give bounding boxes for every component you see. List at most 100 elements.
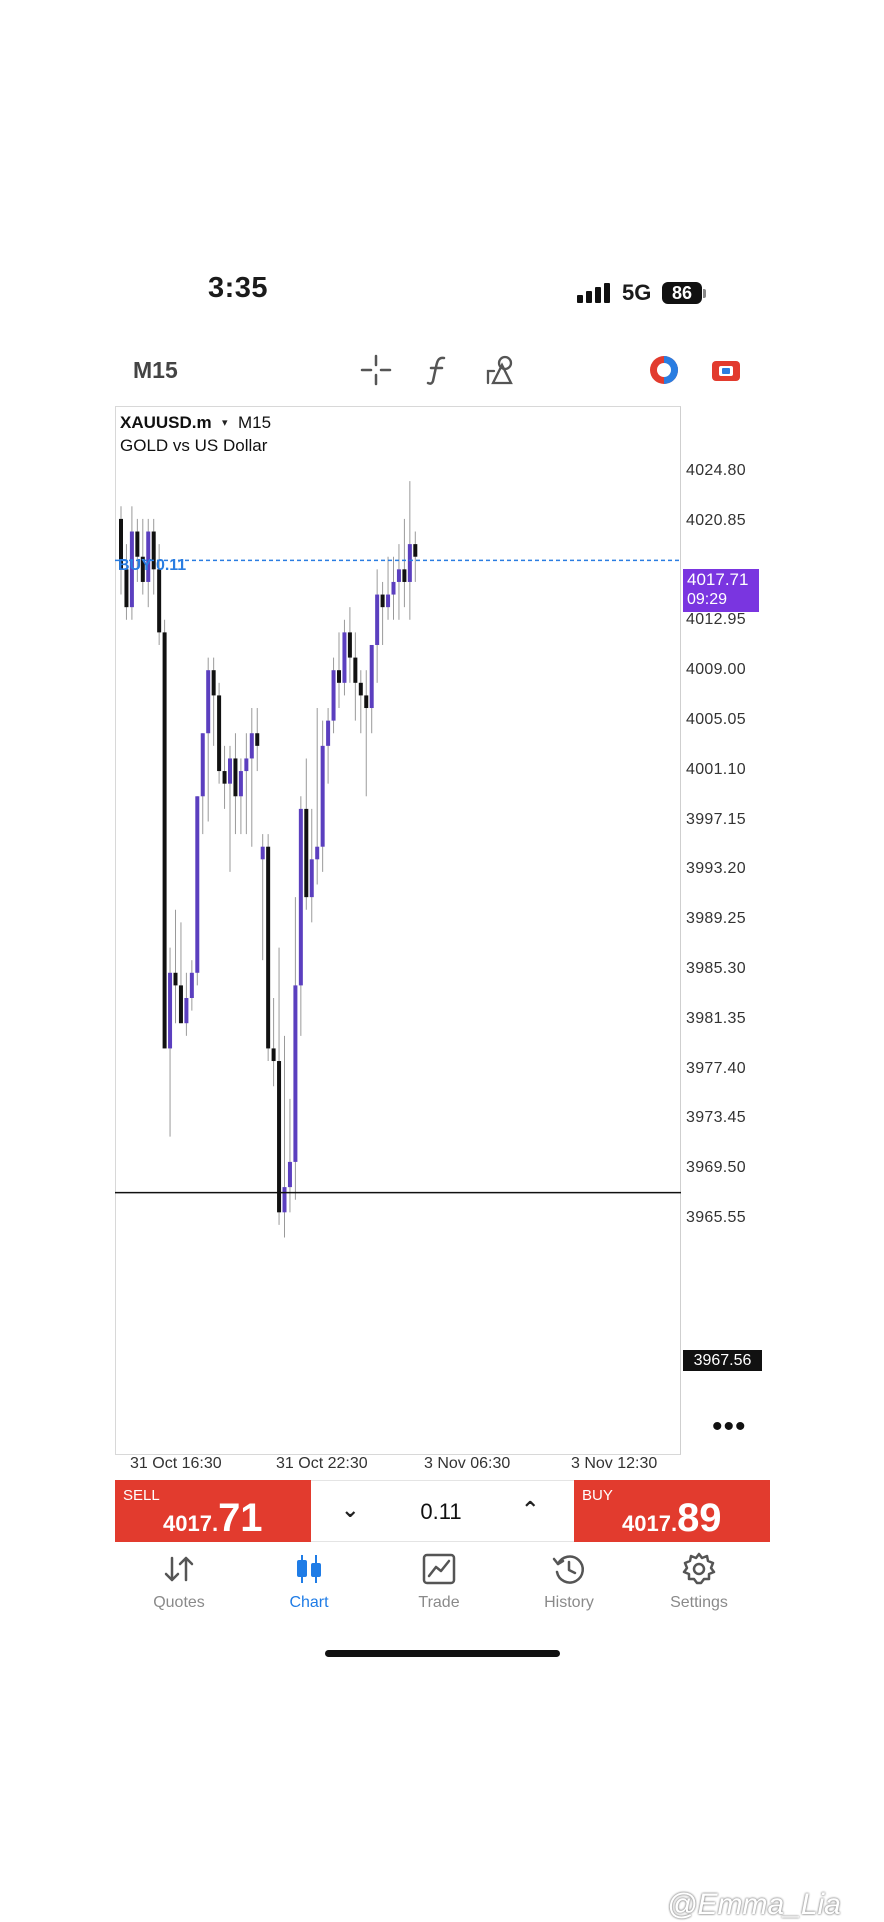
candle-body [337, 670, 341, 683]
settings-icon [682, 1552, 716, 1585]
buy-button[interactable]: BUY 4017.89 [574, 1480, 770, 1542]
time-tick-label: 31 Oct 22:30 [276, 1455, 368, 1472]
objects-icon[interactable] [484, 353, 518, 387]
candle-body [129, 531, 134, 608]
candle-body [168, 972, 173, 1049]
nav-quotes[interactable]: Quotes [124, 1552, 234, 1624]
candle-body [402, 569, 407, 582]
candle-body [140, 556, 145, 582]
watermark: @Emma_Lia [667, 1888, 841, 1921]
candle-body [157, 569, 162, 633]
battery-icon: 86 [662, 282, 702, 304]
candle-body [195, 796, 200, 973]
chevron-up-icon[interactable]: ⌃ [521, 1497, 540, 1522]
home-indicator[interactable] [325, 1650, 560, 1657]
candle-body [260, 846, 265, 860]
candle-body [249, 733, 254, 759]
candle-body [119, 518, 123, 570]
candle-body [255, 733, 260, 746]
candle-body [282, 1187, 287, 1213]
candle-body [380, 594, 385, 608]
candle-body [189, 972, 194, 998]
history-icon [552, 1555, 585, 1584]
symbol-description: GOLD vs US Dollar [120, 436, 268, 455]
chart-frame[interactable] [115, 406, 681, 1455]
buy-label: BUY [582, 1487, 613, 1504]
nav-chart[interactable]: Chart [254, 1552, 364, 1624]
price-tick-label: 4005.05 [686, 711, 746, 728]
price-tick-label: 3973.45 [686, 1109, 746, 1127]
candle-body [413, 544, 418, 557]
candle-body [266, 846, 271, 1049]
candle-body [407, 544, 412, 582]
crosshair-icon[interactable] [359, 353, 393, 387]
chevron-down-icon[interactable]: ⌄ [341, 1497, 360, 1522]
candle-body [369, 644, 374, 709]
timeframe-selector[interactable]: M15 [133, 357, 178, 383]
volume-value[interactable]: 0.11 [420, 1499, 462, 1524]
symbol-name[interactable]: XAUUSD.m [120, 413, 212, 432]
candle-body [320, 745, 325, 847]
price-tick-label: 4009.00 [686, 661, 746, 679]
price-tick-label: 4012.95 [686, 611, 746, 629]
candle-body [353, 657, 358, 683]
candle-body [364, 695, 369, 709]
candle-body [200, 733, 205, 797]
candle-body [135, 531, 140, 557]
candle-body [309, 859, 314, 898]
price-tick-label: 3997.15 [686, 810, 746, 828]
candle-body [293, 985, 298, 1162]
nav-trade[interactable]: Trade [384, 1552, 494, 1624]
candle-body [342, 632, 347, 683]
signal-icon [577, 283, 610, 303]
candle-body [396, 569, 401, 582]
nav-label-trade: Trade [418, 1594, 460, 1611]
candle-body [238, 771, 243, 797]
more-icon[interactable]: ••• [712, 1410, 747, 1443]
candle-body [173, 972, 178, 986]
trade-toggle-icon[interactable] [709, 353, 743, 387]
candle-body [331, 670, 336, 721]
price-tick-label: 3969.50 [686, 1159, 746, 1177]
symbol-timeframe: M15 [238, 413, 272, 432]
account-switch-icon[interactable] [647, 353, 681, 387]
candle-body [391, 581, 396, 595]
price-chart[interactable] [115, 406, 681, 1455]
candle-body [287, 1161, 292, 1188]
candle-body [217, 695, 222, 772]
time-tick-label: 31 Oct 16:30 [130, 1455, 222, 1472]
position-label[interactable]: BUY 0.11 [118, 557, 187, 574]
nav-label-quotes: Quotes [153, 1594, 205, 1611]
nav-history[interactable]: History [514, 1552, 624, 1624]
price-tick-label: 3965.55 [686, 1209, 746, 1226]
nav-settings[interactable]: Settings [644, 1552, 754, 1624]
symbol-dropdown-icon[interactable]: ▾ [222, 417, 228, 429]
candle-body [375, 594, 380, 645]
candle-body [206, 670, 211, 734]
time-tick-label: 3 Nov 12:30 [571, 1455, 658, 1472]
volume-stepper[interactable]: ⌄ 0.11 ⌃ [311, 1480, 574, 1542]
nav-label-chart: Chart [289, 1594, 329, 1611]
price-tick-label: 4024.80 [686, 462, 746, 479]
status-time: 3:35 [208, 272, 269, 304]
candle-body [124, 569, 129, 608]
nav-label-history: History [544, 1594, 594, 1611]
candle-body [178, 985, 183, 1024]
chart-icon [297, 1555, 321, 1583]
bid-price: 4017.71 [687, 570, 749, 589]
candle-body [326, 720, 331, 746]
sell-price: 4017.71 [163, 1496, 263, 1540]
candle-body [222, 771, 227, 784]
network-type: 5G [622, 280, 652, 305]
bar-timer: 09:29 [687, 591, 728, 608]
price-tick-label: 4020.85 [686, 511, 746, 529]
candle-body [386, 594, 391, 608]
candle-body [146, 531, 151, 582]
sell-button[interactable]: SELL 4017.71 [115, 1480, 311, 1542]
candle-body [315, 846, 320, 860]
indicators-icon[interactable] [421, 353, 455, 387]
price-tick-label: 3977.40 [686, 1059, 746, 1077]
quotes-icon [164, 1556, 194, 1582]
time-tick-label: 3 Nov 06:30 [424, 1455, 511, 1472]
trade-icon [422, 1553, 456, 1585]
